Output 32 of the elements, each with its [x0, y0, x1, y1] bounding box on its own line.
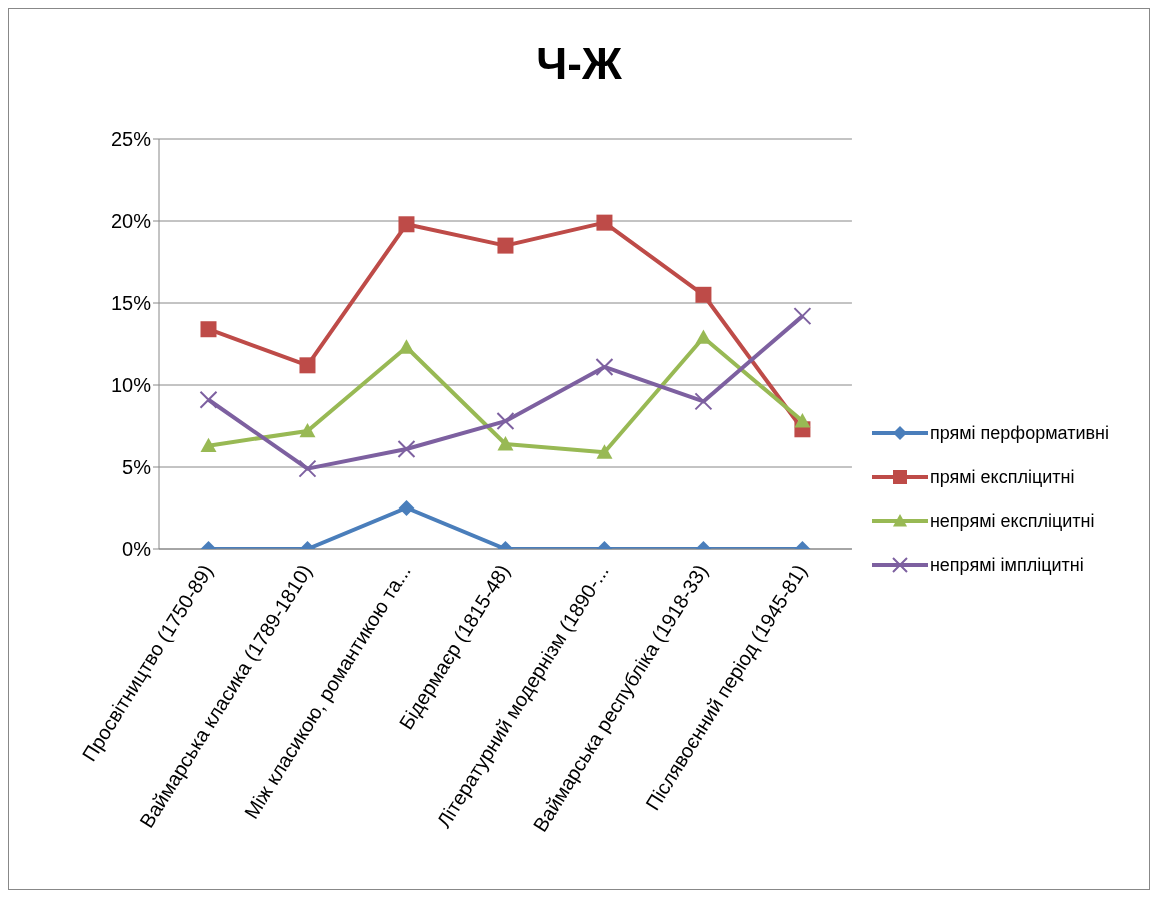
- y-tick-label: 15%: [110, 292, 152, 315]
- point: [596, 444, 613, 459]
- y-tick-label: 10%: [110, 374, 152, 397]
- point: [793, 307, 812, 326]
- legend-label: прямі експліцитні: [929, 466, 1075, 488]
- point: [595, 357, 614, 376]
- legend-label: непрямі імпліцитні: [929, 554, 1084, 576]
- y-tick-label: 20%: [110, 210, 152, 233]
- point: [794, 413, 811, 428]
- legend-label: непрямі експліцитні: [929, 510, 1095, 532]
- y-tick-label: 0%: [122, 538, 152, 561]
- point: [398, 500, 415, 516]
- point: [694, 392, 713, 411]
- point: [398, 216, 415, 233]
- point: [200, 321, 217, 338]
- point: [200, 437, 217, 453]
- point: [695, 329, 712, 344]
- point: [299, 422, 316, 438]
- point: [299, 357, 316, 374]
- point: [596, 214, 613, 231]
- point: [397, 439, 416, 458]
- point: [695, 286, 712, 303]
- point: [497, 436, 514, 451]
- y-tick-label: 5%: [122, 456, 152, 479]
- point: [496, 412, 515, 431]
- point: [398, 339, 415, 354]
- point: [497, 237, 514, 254]
- chart-title: Ч-Ж: [535, 38, 623, 90]
- legend-label: прямі перформативні: [929, 422, 1109, 444]
- point: [298, 459, 317, 478]
- point: [199, 390, 218, 409]
- y-tick-label: 25%: [110, 128, 152, 151]
